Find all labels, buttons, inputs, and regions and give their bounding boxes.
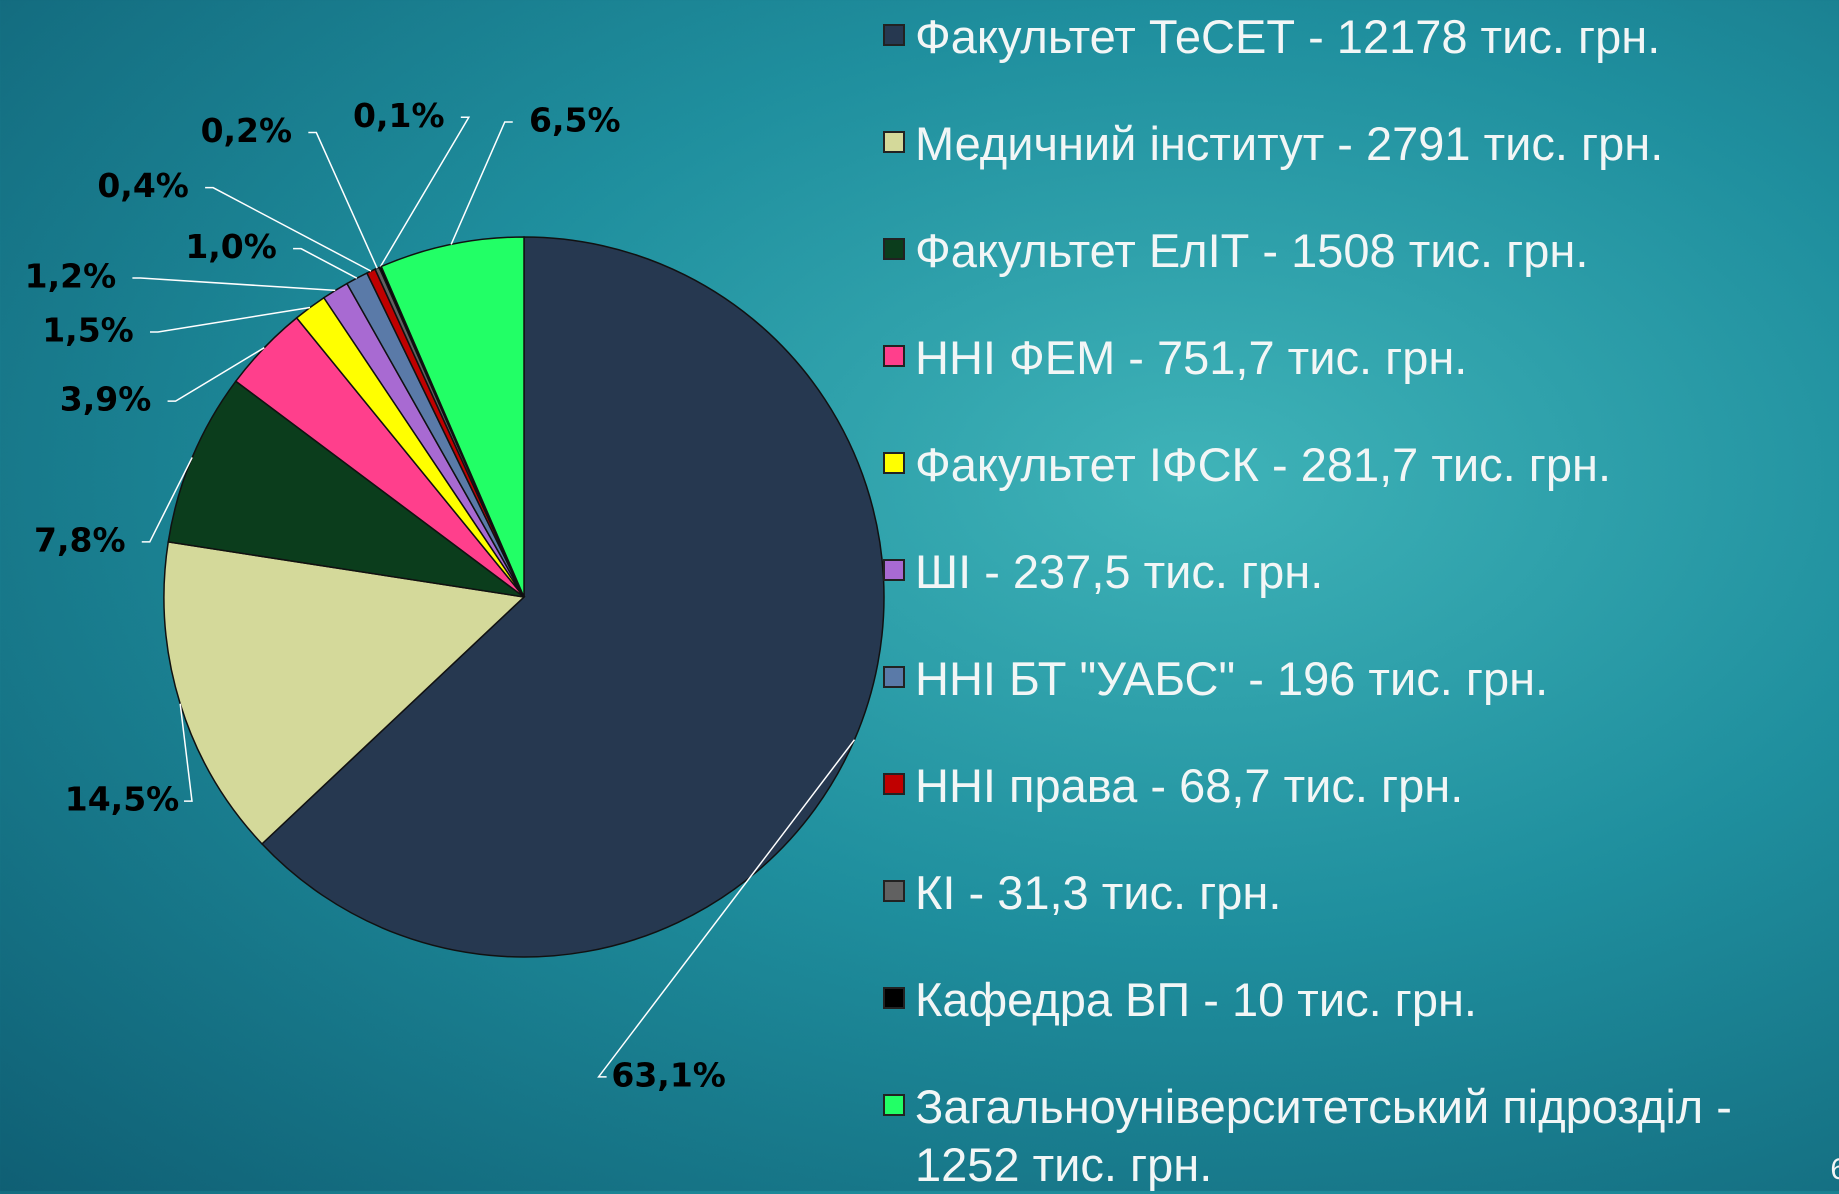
slide: 63,1% 14,5% 7,8% 3,9% 1,5% 1,2% 1,0% 0,4% 0,2% 0,… [0, 0, 1839, 1191]
legend-label: Кафедра ВП - 10 тис. грн. [915, 973, 1477, 1026]
legend-label: ШІ - 237,5 тис. грн. [915, 545, 1323, 598]
legend-entry: Факультет ЕлІТ - 1508 тис. грн. [915, 222, 1820, 280]
legend-swatch [883, 1094, 905, 1116]
data-label: 1,0% [185, 227, 277, 266]
legend-swatch [883, 880, 905, 902]
leader-line [132, 278, 335, 290]
data-label: 7,8% [34, 520, 126, 559]
legend-swatch [883, 773, 905, 795]
legend-label: ННІ ФЕМ - 751,7 тис. грн. [915, 331, 1467, 384]
legend-swatch [883, 452, 905, 474]
legend-entry: ННІ ФЕМ - 751,7 тис. грн. [915, 329, 1820, 387]
legend-entry: ННІ права - 68,7 тис. грн. [915, 757, 1820, 815]
data-label: 0,1% [353, 96, 445, 135]
data-label: 3,9% [60, 380, 152, 419]
legend-swatch [883, 238, 905, 260]
legend-entry: ННІ БТ "УАБС" - 196 тис. грн. [915, 650, 1820, 708]
leader-line [451, 122, 513, 244]
legend-label: ННІ БТ "УАБС" - 196 тис. грн. [915, 652, 1548, 705]
legend-label: КІ - 31,3 тис. грн. [915, 866, 1281, 919]
legend-entry: ШІ - 237,5 тис. грн. [915, 543, 1820, 601]
page-number: 6 [1830, 1153, 1839, 1187]
data-label: 1,2% [25, 257, 117, 296]
data-label: 6,5% [529, 100, 621, 139]
legend-swatch [883, 559, 905, 581]
legend-label: Факультет ІФСК - 281,7 тис. грн. [915, 438, 1611, 491]
legend-swatch [883, 666, 905, 688]
legend-label: ННІ права - 68,7 тис. грн. [915, 759, 1463, 812]
legend-entry: Факультет ТеСЕТ - 12178 тис. грн. [915, 8, 1820, 66]
legend-entry: КІ - 31,3 тис. грн. [915, 864, 1820, 922]
legend-label: Загальноуніверситетський підрозділ - 125… [915, 1080, 1732, 1191]
data-label: 1,5% [42, 310, 134, 349]
data-label: 14,5% [65, 780, 180, 819]
data-label: 63,1% [611, 1055, 726, 1094]
legend-swatch [883, 131, 905, 153]
legend-entry: Загальноуніверситетський підрозділ - 125… [915, 1078, 1820, 1194]
legend-label: Факультет ЕлІТ - 1508 тис. грн. [915, 224, 1588, 277]
legend-swatch [883, 987, 905, 1009]
legend-label: Факультет ТеСЕТ - 12178 тис. грн. [915, 10, 1660, 63]
legend-swatch [883, 345, 905, 367]
legend-label: Медичний інститут - 2791 тис. грн. [915, 117, 1663, 170]
legend-entry: Факультет ІФСК - 281,7 тис. грн. [915, 436, 1820, 494]
legend-entry: Медичний інститут - 2791 тис. грн. [915, 115, 1820, 173]
leader-line [308, 133, 377, 269]
data-label: 0,4% [97, 166, 189, 205]
leader-line [293, 249, 357, 278]
legend-entry: Кафедра ВП - 10 тис. грн. [915, 971, 1820, 1029]
legend-swatch [883, 24, 905, 46]
data-label: 0,2% [201, 111, 293, 150]
